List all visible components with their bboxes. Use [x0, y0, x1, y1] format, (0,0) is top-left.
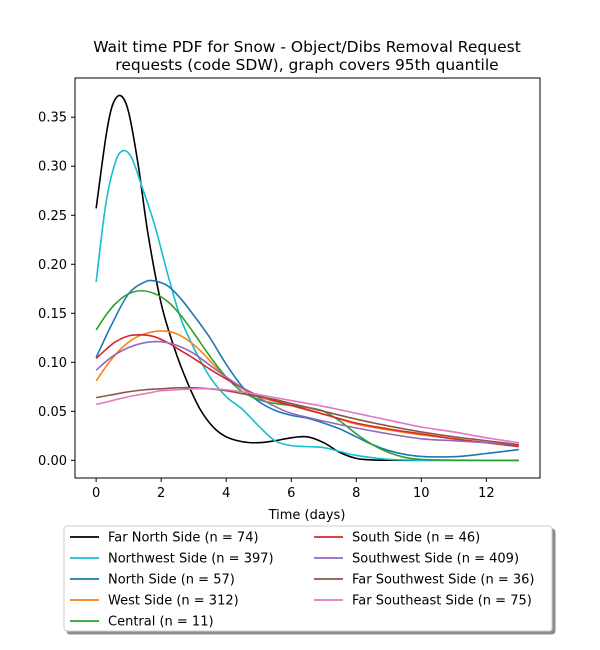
y-tick-label: 0.35: [38, 111, 67, 126]
y-tick-label: 0.30: [38, 160, 67, 175]
x-tick-label: 4: [222, 486, 230, 501]
x-axis: 0 2 4 6 8 10 12: [92, 478, 495, 501]
x-tick-label: 0: [92, 486, 100, 501]
x-tick-label: 8: [352, 486, 360, 501]
y-tick-label: 0.20: [38, 258, 67, 273]
legend-label: Southwest Side (n = 409): [352, 552, 519, 567]
legend-label: Far North Side (n = 74): [108, 531, 259, 546]
legend: Far North Side (n = 74) Northwest Side (n…: [63, 525, 553, 632]
legend-label: West Side (n = 312): [108, 594, 239, 609]
chart-title: Wait time PDF for Snow - Object/Dibs Rem…: [93, 38, 521, 74]
legend-label: Far Southeast Side (n = 75): [352, 594, 532, 609]
series-line-8: [95, 387, 519, 444]
y-tick-label: 0.10: [38, 356, 67, 371]
plot-area-frame: [74, 77, 541, 479]
legend-label: South Side (n = 46): [352, 531, 480, 546]
y-tick-label: 0.15: [38, 307, 67, 322]
series-line-0: [95, 94, 519, 462]
series-lines: [95, 94, 519, 462]
legend-box: [63, 525, 553, 632]
series-line-7: [95, 386, 519, 446]
legend-label: North Side (n = 57): [108, 573, 235, 588]
chart-title-line-2: requests (code SDW), graph covers 95th q…: [115, 56, 498, 74]
legend-label: Northwest Side (n = 397): [108, 552, 274, 567]
x-tick-label: 12: [478, 486, 495, 501]
series-line-6: [95, 340, 519, 446]
x-axis-label: Time (days): [268, 508, 346, 523]
y-axis: 0.00 0.05 0.10 0.15 0.20 0.25 0.30 0.35: [38, 111, 75, 469]
series-line-5: [95, 333, 519, 448]
x-tick-label: 2: [157, 486, 165, 501]
series-line-2: [95, 279, 519, 458]
chart-title-line-1: Wait time PDF for Snow - Object/Dibs Rem…: [93, 38, 521, 56]
series-line-1: [95, 149, 519, 462]
y-tick-label: 0.00: [38, 454, 67, 469]
series-line-4: [95, 289, 519, 462]
legend-label: Far Southwest Side (n = 36): [352, 573, 534, 588]
x-tick-label: 10: [413, 486, 430, 501]
y-tick-label: 0.05: [38, 405, 67, 420]
legend-label: Central (n = 11): [108, 615, 214, 630]
x-tick-label: 6: [287, 486, 295, 501]
y-tick-label: 0.25: [38, 209, 67, 224]
